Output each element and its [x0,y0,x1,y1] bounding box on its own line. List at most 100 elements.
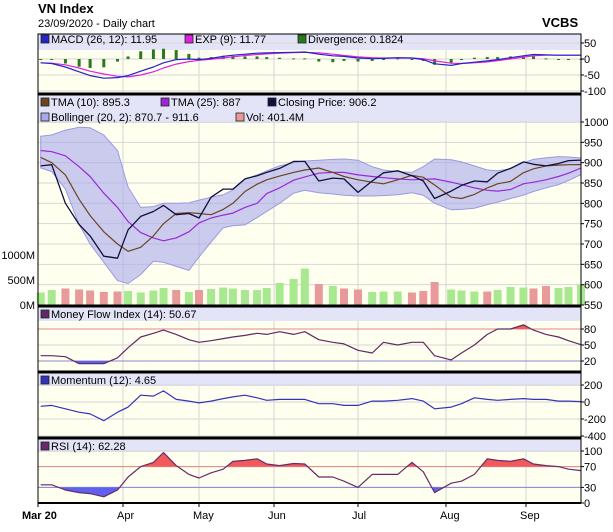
volume-bar [379,291,388,305]
volume-bar [113,291,122,305]
legend-mfi-label: Money Flow Index (14): 50.67 [51,309,197,321]
divergence-bar [151,49,155,59]
mfi-axis-tick-label: 50 [584,340,596,352]
mfi-axis-tick-label: 20 [584,356,596,368]
divergence-bar [102,59,106,68]
legend-divergence-label: Divergence: 0.1824 [308,34,403,46]
x-tick-label: Sep [520,510,540,522]
divergence-bar [496,57,500,59]
volume-bar [300,268,309,305]
volume-bar [407,292,416,305]
divergence-bar [342,59,346,61]
x-tick-label: May [193,510,214,522]
rsi-axis-tick-label: 0 [584,498,590,510]
volume-bar [184,292,193,305]
divergence-bar [50,59,54,60]
divergence-bar [472,57,476,59]
x-tick-label: Aug [440,510,460,522]
volume-bar [314,284,323,305]
legend-rsi-label: RSI (14): 62.28 [51,441,126,453]
price-axis-tick-label: 950 [584,137,602,149]
momentum-axis-tick-label: 200 [584,380,602,392]
plot-area-momentum [38,386,581,437]
x-tick-label: Mar 20 [22,510,57,522]
volume-bar [253,290,262,305]
volume-bar [519,287,528,305]
volume-bar [393,291,402,305]
volume-bar [554,288,563,305]
legend-swatch [160,97,170,107]
volume-bar [430,282,439,305]
legend-rsi: RSI (14): 62.28 [40,441,126,453]
divergence-bar [243,56,247,59]
divergence-bar [410,59,414,60]
volume-bar [124,291,133,305]
divergence-bar [116,59,120,62]
legend-momentum: Momentum (12): 4.65 [40,375,156,387]
volume-bar [61,288,70,305]
divergence-bar [356,59,360,62]
divergence-bar [292,58,296,60]
divergence-bar [255,56,259,59]
legend-swatch [40,309,50,319]
legend-divergence: Divergence: 0.1824 [297,34,403,46]
rsi-overbought-fill [140,452,559,467]
price-axis-tick-label: 750 [584,219,602,231]
volume-bar [219,287,228,305]
divergence-bar [139,51,143,59]
mfi-line [40,324,582,365]
legend-swatch [267,97,277,107]
legend-mfi: Money Flow Index (14): 50.67 [40,309,197,321]
legend-close: Closing Price: 906.2 [267,97,376,109]
divergence-bar [532,56,535,59]
legend-exp: EXP (9): 11.77 [184,34,266,46]
divergence-bar [317,59,321,62]
volume-bar [368,292,377,305]
volume-bar [483,291,492,305]
legend-swatch [40,375,50,385]
divergence-bar [265,57,269,59]
divergence-bar [39,59,43,60]
volume-bar [419,291,428,305]
divergence-bar [303,58,307,60]
legend-swatch [184,34,194,44]
volume-bar [289,279,298,305]
legend-exp-label: EXP (9): 11.77 [195,34,266,46]
divergence-bar [370,59,374,61]
macd-axis-tick-label: 0 [584,54,590,66]
legend-tma10-label: TMA (10): 895.3 [51,97,130,109]
divergence-bar [331,59,335,63]
volume-bar [564,287,573,305]
macd-axis-tick-label: -50 [584,70,600,82]
legend-band-price [38,95,581,123]
macd-line [40,51,581,79]
volume-bar [207,289,216,305]
plot-area-rsi [38,452,581,503]
divergence-bar [567,59,570,60]
volume-bar [470,291,479,305]
volume-bar [493,290,502,305]
macd-axis-tick-label: 50 [584,38,596,50]
volume-tick-label: 0M [20,300,35,312]
divergence-bar [521,56,525,59]
chart-title: VN Index [38,1,94,16]
legend-swatch [235,112,245,122]
divergence-bar [396,58,400,60]
divergence-bar [544,58,548,60]
divergence-bar [197,57,201,59]
volume-bar [506,287,515,305]
legend-band-rsi [38,439,581,452]
mfi-axis-tick-label: 80 [584,324,596,336]
volume-bar [340,288,348,305]
volume-bar [240,290,249,305]
volume-bar [75,289,84,305]
volume-bar [172,290,181,305]
legend-macd: MACD (26, 12): 11.95 [40,34,157,46]
divergence-bar [126,56,130,59]
divergence-bar [433,59,437,65]
legend-swatch [40,441,50,451]
momentum-axis-tick-label: -400 [584,431,606,443]
chart-marks [36,48,585,498]
legends: MACD (26, 12): 11.95 EXP (9): 11.77 Dive… [40,34,403,453]
volume-bar [262,288,271,305]
